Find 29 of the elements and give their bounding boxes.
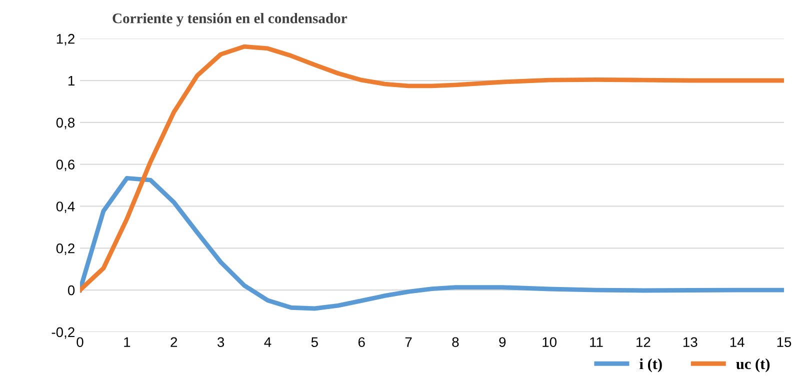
x-tick-label: 6 bbox=[358, 337, 365, 348]
x-tick-label: 7 bbox=[405, 337, 412, 347]
x-tick-label: 2 bbox=[170, 337, 178, 347]
legend-label: i (t) bbox=[640, 358, 662, 372]
x-tick-label: 3 bbox=[217, 337, 224, 348]
x-tick-label: 13 bbox=[683, 337, 698, 348]
y-tick-label: 0,6 bbox=[56, 160, 75, 172]
x-tick-label: 9 bbox=[499, 337, 506, 348]
x-tick-label: 14 bbox=[730, 337, 744, 347]
x-tick-label: 11 bbox=[590, 337, 603, 347]
y-tick-label: 0,2 bbox=[56, 243, 74, 255]
y-tick-label: 1,2 bbox=[56, 34, 74, 46]
y-tick-label: 0 bbox=[68, 285, 75, 296]
x-tick-label: 12 bbox=[636, 337, 650, 347]
x-tick-label: 8 bbox=[452, 337, 459, 348]
x-tick-label: 10 bbox=[542, 337, 557, 348]
x-tick-label: 4 bbox=[264, 337, 272, 347]
line-series bbox=[80, 44, 784, 292]
x-tick-label: 15 bbox=[777, 337, 792, 348]
y-tick-label: 0,4 bbox=[56, 202, 75, 214]
legend-label: uc (t) bbox=[736, 358, 770, 372]
y-tick-label: 0,8 bbox=[56, 118, 75, 130]
y-tick-label: 1 bbox=[68, 76, 74, 86]
y-tick-label: -0,2 bbox=[52, 327, 74, 339]
x-tick-label: 1 bbox=[124, 337, 130, 347]
x-tick-label: 0 bbox=[76, 337, 84, 348]
chart-title: Corriente y tensión en el condensador bbox=[112, 13, 348, 26]
x-tick-label: 5 bbox=[311, 337, 318, 348]
line-series bbox=[80, 176, 784, 311]
